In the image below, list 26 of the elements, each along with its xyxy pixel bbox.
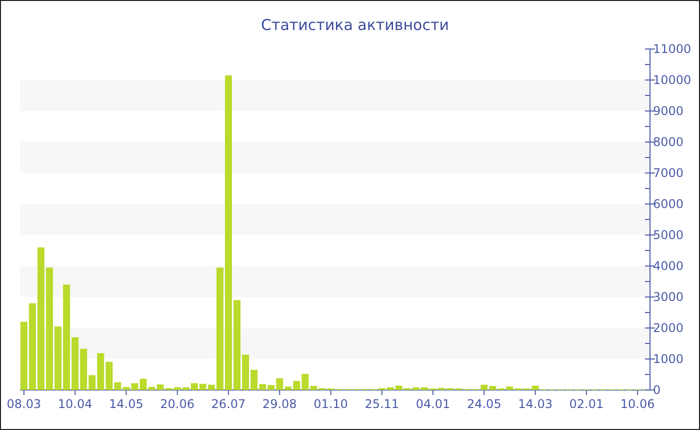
x-tick-label: 02.01 [569, 397, 604, 411]
x-tick-label: 20.06 [160, 397, 195, 411]
x-tick-label: 25.11 [364, 397, 400, 411]
x-tick-label: 04.01 [416, 397, 450, 411]
y-tick-label: 3000 [653, 290, 684, 304]
x-tick-label: 10.04 [58, 397, 92, 411]
x-tick-label: 08.03 [6, 397, 42, 411]
y-tick-label: 9000 [653, 104, 684, 118]
chart-title: Статистика активности [261, 16, 449, 34]
y-tick-label: 10000 [653, 73, 692, 88]
y-tick-label: 11000 [653, 42, 692, 56]
x-tick-label: 29.08 [262, 397, 297, 411]
y-tick-label: 7000 [653, 166, 684, 180]
y-tick-label: 6000 [653, 197, 684, 212]
y-tick-label: 0 [653, 383, 661, 398]
y-tick-label: 4000 [653, 259, 684, 274]
y-tick-label: 5000 [653, 228, 684, 242]
x-tick-label: 24.05 [466, 397, 502, 411]
x-tick-label: 14.03 [518, 397, 552, 411]
y-tick-label: 2000 [653, 321, 684, 336]
x-tick-label: 01.10 [314, 397, 348, 411]
x-tick-label: 14.05 [109, 397, 144, 411]
x-tick-label: 10.06 [620, 397, 655, 411]
y-tick-label: 8000 [653, 135, 684, 150]
y-tick-label: 1000 [653, 352, 684, 366]
x-tick-label: 26.07 [211, 397, 246, 411]
